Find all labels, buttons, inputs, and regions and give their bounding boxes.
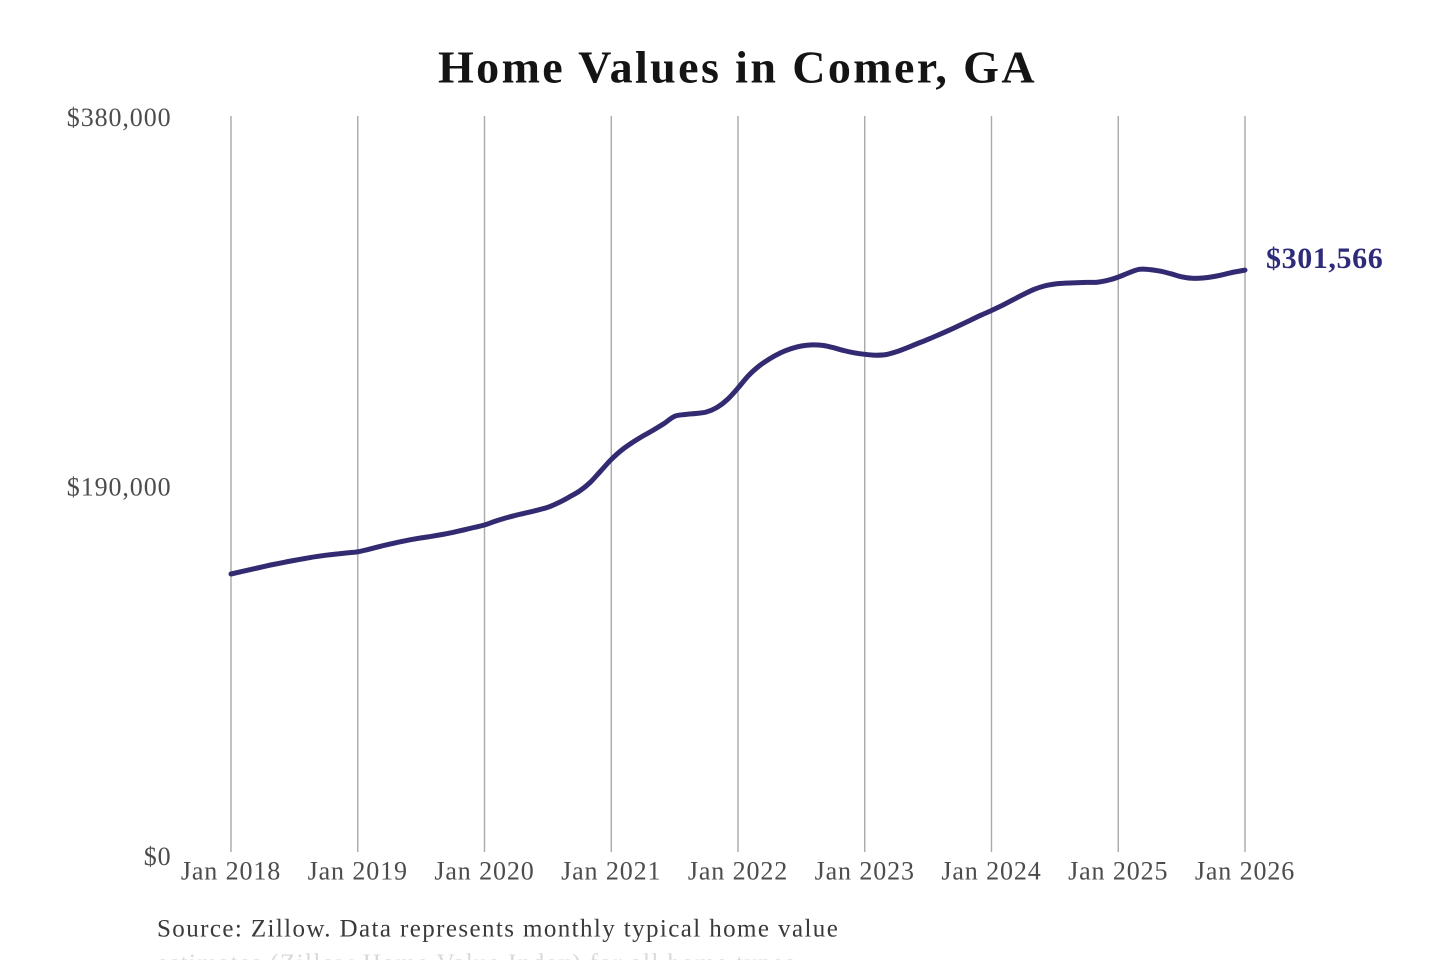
svg-text:$380,000: $380,000	[67, 103, 172, 132]
svg-text:$190,000: $190,000	[67, 473, 172, 502]
svg-text:Jan 2023: Jan 2023	[815, 857, 915, 886]
svg-text:$301,566: $301,566	[1266, 242, 1383, 275]
svg-text:Jan 2024: Jan 2024	[941, 857, 1041, 886]
svg-text:estimates (Zillow Home Value I: estimates (Zillow Home Value Index) for …	[157, 950, 796, 960]
svg-text:Jan 2022: Jan 2022	[688, 857, 788, 886]
svg-text:Jan 2026: Jan 2026	[1195, 857, 1295, 886]
svg-text:$0: $0	[144, 842, 172, 871]
svg-text:Jan 2021: Jan 2021	[561, 857, 661, 886]
svg-text:Jan 2018: Jan 2018	[181, 857, 281, 886]
svg-text:Home Values in Comer, GA: Home Values in Comer, GA	[438, 42, 1037, 93]
svg-text:Source: Zillow. Data represent: Source: Zillow. Data represents monthly …	[157, 916, 839, 943]
svg-text:Jan 2019: Jan 2019	[308, 857, 408, 886]
svg-text:Jan 2025: Jan 2025	[1068, 857, 1168, 886]
svg-text:Jan 2020: Jan 2020	[434, 857, 534, 886]
